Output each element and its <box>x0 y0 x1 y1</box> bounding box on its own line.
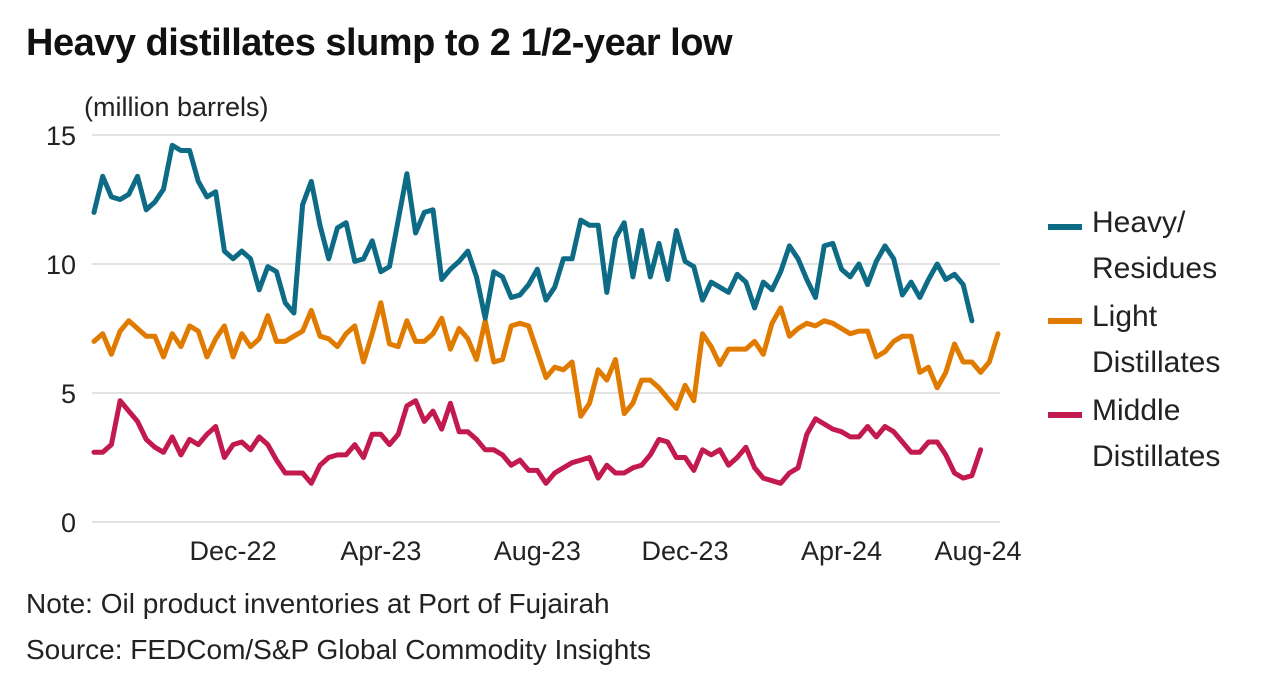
chart-source: Source: FEDCom/S&P Global Commodity Insi… <box>26 634 652 665</box>
y-axis-ticks: 0 5 10 15 <box>46 121 76 538</box>
legend-swatch-middle <box>1048 412 1082 418</box>
legend-label: Heavy/ Residues <box>1092 206 1218 285</box>
x-tick-label: Dec-22 <box>190 536 277 566</box>
legend-item-light-distillates: Light Distillates <box>1048 300 1220 386</box>
x-tick-label: Aug-23 <box>494 536 581 566</box>
series-line-heavy <box>91 142 975 324</box>
gridlines <box>92 134 1000 523</box>
x-tick-label: Apr-24 <box>801 536 882 566</box>
x-tick-label: Apr-23 <box>340 536 421 566</box>
y-tick-label: 5 <box>61 379 76 409</box>
legend-swatch-light <box>1048 318 1082 324</box>
legend-item-middle-distillates: Middle Distillates <box>1048 394 1220 480</box>
series-line-middle <box>91 398 984 486</box>
chart-note: Note: Oil product inventories at Port of… <box>26 588 610 619</box>
legend-swatch-heavy <box>1048 224 1082 230</box>
series-line-light <box>91 300 1001 419</box>
y-tick-label: 0 <box>61 508 76 538</box>
legend-label: Light Distillates <box>1092 300 1221 379</box>
y-tick-label: 10 <box>46 250 76 280</box>
legend-item-heavy-residues: Heavy/ Residues <box>1048 206 1220 292</box>
legend: Heavy/ Residues Light Distillates Middle… <box>1048 206 1220 490</box>
x-tick-label: Aug-24 <box>934 536 1021 566</box>
legend-label: Middle Distillates <box>1092 394 1221 473</box>
x-tick-label: Dec-23 <box>642 536 729 566</box>
series-lines <box>91 142 1001 486</box>
y-axis-unit-label: (million barrels) <box>84 92 269 122</box>
x-axis-ticks: Dec-22 Apr-23 Aug-23 Dec-23 Apr-24 Aug-24 <box>190 536 1022 566</box>
y-tick-label: 15 <box>46 121 76 151</box>
chart-title: Heavy distillates slump to 2 1/2-year lo… <box>26 22 733 64</box>
